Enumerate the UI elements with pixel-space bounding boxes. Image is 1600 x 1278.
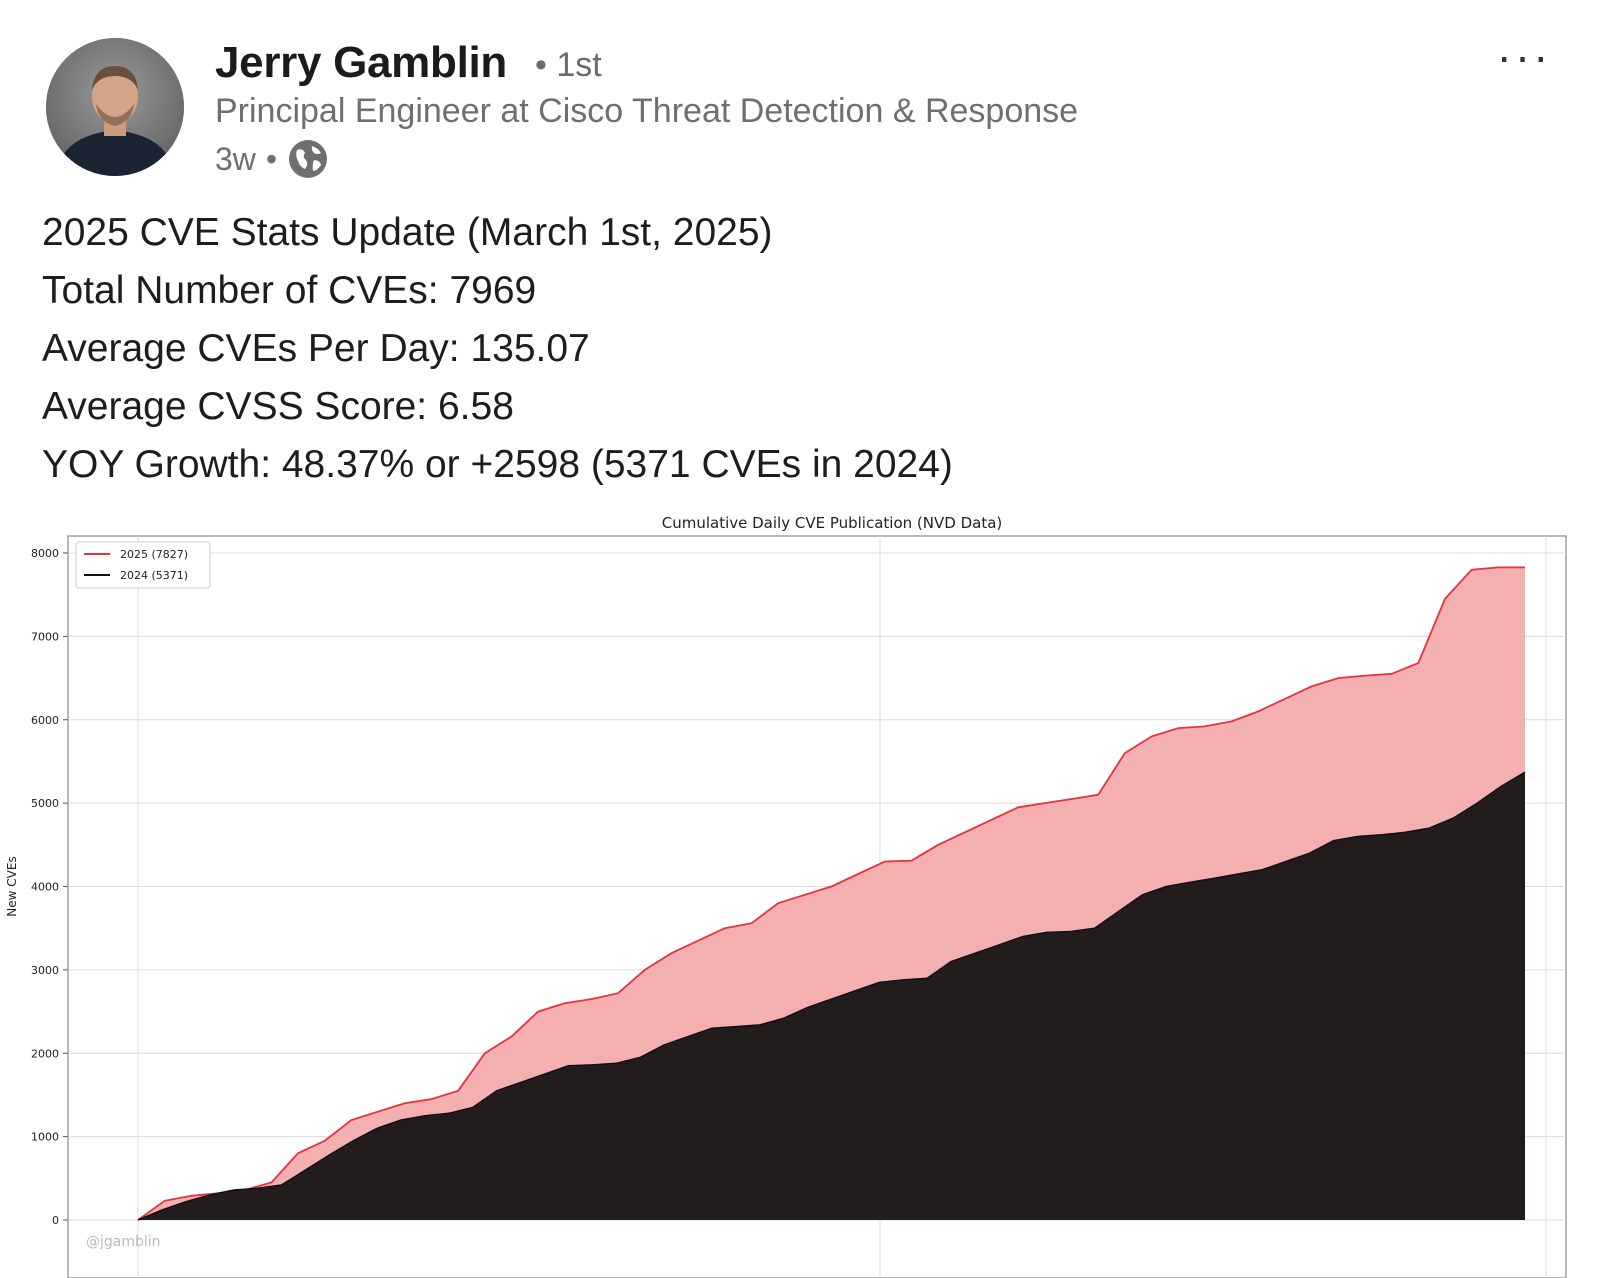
globe-icon [287, 138, 329, 180]
legend-label-2025: 2025 (7827) [120, 548, 188, 561]
post-body: 2025 CVE Stats Update (March 1st, 2025) … [42, 204, 953, 494]
connection-degree: • 1st [535, 46, 602, 84]
chart-title: Cumulative Daily CVE Publication (NVD Da… [662, 514, 1003, 532]
legend-label-2024: 2024 (5371) [120, 569, 188, 582]
series-line-2024 [137, 771, 1526, 1221]
series-area-2024 [138, 772, 1525, 1220]
post-line: Total Number of CVEs: 7969 [42, 269, 537, 312]
y-tick-label: 7000 [31, 630, 59, 643]
post-line: Average CVSS Score: 6.58 [42, 385, 514, 428]
cve-chart: Cumulative Daily CVE Publication (NVD Da… [5, 514, 1567, 1278]
y-tick-label: 3000 [31, 964, 59, 977]
meta-separator: • [265, 140, 278, 177]
y-tick-label: 8000 [31, 547, 59, 560]
author-avatar[interactable] [46, 38, 184, 176]
more-options-button[interactable]: ··· [1496, 30, 1552, 82]
author-name[interactable]: Jerry Gamblin [215, 38, 508, 87]
author-headline: Principal Engineer at Cisco Threat Detec… [215, 92, 1079, 130]
y-tick-label: 0 [52, 1214, 59, 1227]
y-tick-label: 4000 [31, 881, 59, 894]
y-tick-label: 5000 [31, 797, 59, 810]
post-meta: 3w • [215, 136, 329, 182]
post-line: 2025 CVE Stats Update (March 1st, 2025) [42, 211, 773, 254]
avatar-photo [46, 38, 184, 176]
post-line: Average CVEs Per Day: 135.07 [42, 327, 590, 370]
series-line-2025 [137, 566, 1525, 1221]
watermark: @jgamblin [86, 1234, 161, 1250]
post-image-chart[interactable]: Cumulative Daily CVE Publication (NVD Da… [0, 512, 1600, 1278]
y-tick-label: 2000 [31, 1047, 59, 1060]
post-line: YOY Growth: 48.37% or +2598 (5371 CVEs i… [42, 443, 953, 486]
y-tick-label: 6000 [31, 714, 59, 727]
y-tick-label: 1000 [31, 1131, 59, 1144]
y-axis-label: New CVEs [5, 856, 19, 916]
post-age: 3w [215, 140, 256, 177]
